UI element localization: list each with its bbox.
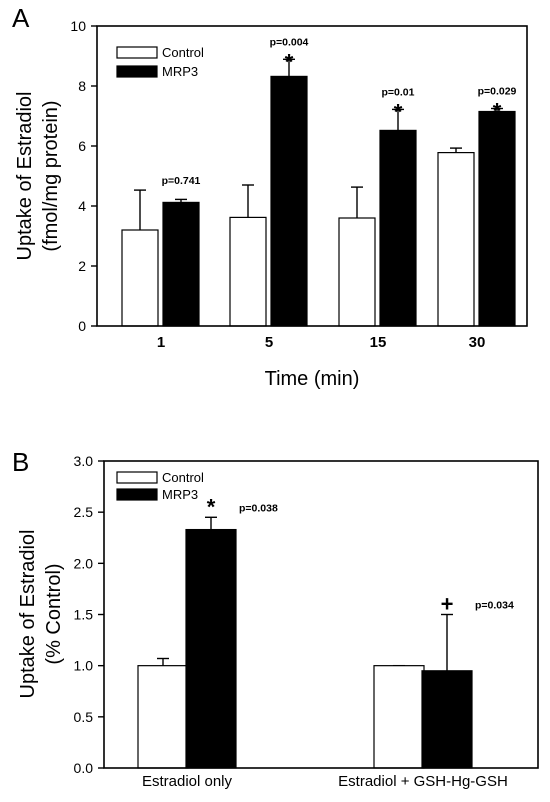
panel-label: B: [12, 447, 29, 477]
y-axis-title-line1: Uptake of Estradiol: [17, 530, 39, 699]
x-tick-label: 30: [469, 334, 486, 351]
significance-marker: *: [394, 99, 403, 124]
y-tick-label: 3.0: [74, 453, 94, 469]
significance-marker: +: [441, 592, 454, 617]
legend-label: MRP3: [162, 487, 198, 502]
plot-frame: [96, 25, 528, 327]
bar-control: [437, 152, 475, 327]
legend: Control MRP3: [116, 470, 204, 502]
bar-mrp3: [162, 201, 200, 327]
bar-mrp3: [379, 129, 417, 327]
bar-mrp3: [185, 528, 237, 769]
y-tick-label: 10: [70, 18, 86, 34]
y-tick-label: 1.5: [74, 607, 94, 623]
bar-control: [137, 665, 189, 769]
y-tick-label: 2.0: [74, 555, 94, 571]
legend-swatch-control: [116, 471, 158, 484]
y-tick-label: 2: [78, 258, 86, 274]
legend: Control MRP3: [116, 45, 204, 79]
p-value-label: p=0.004: [270, 36, 309, 48]
panel-label: A: [12, 3, 30, 33]
bar-mrp3: [270, 75, 308, 327]
y-tick-label: 0: [78, 318, 86, 334]
p-value-label: p=0.01: [382, 86, 415, 98]
x-tick-label: Estradiol only: [142, 773, 233, 790]
x-tick-label: Estradiol + GSH-Hg-GSH: [338, 773, 508, 790]
plot-frame: [103, 460, 539, 769]
legend-swatch-control: [116, 46, 158, 59]
y-tick-label: 2.5: [74, 504, 94, 520]
y-tick-label: 1.0: [74, 658, 94, 674]
bar-control: [338, 217, 376, 327]
chart-panel-a: A Uptake of Estradiol (fmol/mg protein) 0 2 4…: [12, 3, 528, 390]
legend-swatch-mrp3: [116, 488, 158, 501]
legend-swatch-mrp3: [116, 65, 158, 78]
bar-mrp3: [478, 110, 516, 327]
legend-label: Control: [162, 470, 204, 485]
p-value-label: p=0.741: [162, 175, 201, 187]
significance-marker: *: [207, 494, 216, 519]
bar-control: [373, 665, 425, 769]
y-tick-label: 6: [78, 138, 86, 154]
x-tick-label: 1: [157, 334, 165, 351]
x-tick-label: 5: [265, 334, 273, 351]
y-tick-label: 0.0: [74, 760, 94, 776]
chart-panel-b: B Uptake of Estradiol (% Control) 0.0 0.5 1.0…: [12, 447, 539, 790]
x-tick-label: 15: [370, 334, 387, 351]
legend-label: MRP3: [162, 64, 198, 79]
p-value-label: p=0.029: [478, 86, 517, 98]
y-axis-title-line1: Uptake of Estradiol: [14, 92, 36, 261]
bar-control: [121, 229, 159, 327]
significance-marker: *: [493, 99, 502, 124]
legend-label: Control: [162, 45, 204, 60]
p-value-label: p=0.034: [475, 600, 514, 612]
y-tick-label: 8: [78, 78, 86, 94]
y-axis-title-line2: (% Control): [43, 563, 65, 664]
bar-control: [229, 216, 267, 327]
bar-mrp3: [421, 670, 473, 769]
significance-marker: *: [285, 49, 294, 74]
p-value-label: p=0.038: [239, 502, 278, 514]
y-tick-label: 0.5: [74, 709, 94, 725]
x-axis-title: Time (min): [265, 368, 360, 390]
y-tick-label: 4: [78, 198, 86, 214]
y-axis-title-line2: (fmol/mg protein): [40, 100, 62, 251]
